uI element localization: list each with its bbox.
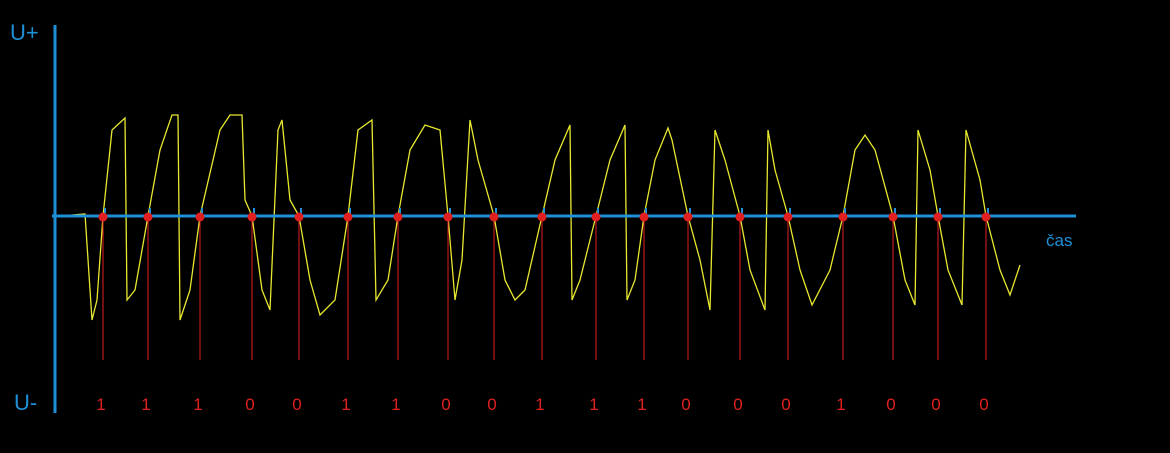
bit-label: 0: [292, 395, 301, 414]
crossing-dot: [888, 212, 898, 222]
bit-label: 1: [637, 395, 646, 414]
bit-label: 0: [931, 395, 940, 414]
bit-label: 1: [96, 395, 105, 414]
crossing-dot: [195, 212, 205, 222]
bit-markers: 1 1 1 0 0 1 1 0 0 1 1 1 0 0 0 1 0 0 0: [96, 208, 991, 414]
crossing-dot: [981, 212, 991, 222]
label-u-minus: U-: [14, 390, 37, 415]
bit-label: 0: [733, 395, 742, 414]
crossing-dot: [98, 212, 108, 222]
bit-label: 1: [341, 395, 350, 414]
crossing-dot: [933, 212, 943, 222]
crossing-dot: [247, 212, 257, 222]
crossing-dot: [343, 212, 353, 222]
crossing-dot: [489, 212, 499, 222]
label-u-plus: U+: [10, 20, 39, 45]
crossing-dot: [639, 212, 649, 222]
bit-label: 1: [193, 395, 202, 414]
bit-label: 1: [836, 395, 845, 414]
bit-label: 0: [979, 395, 988, 414]
bit-label: 1: [141, 395, 150, 414]
crossing-dot: [591, 212, 601, 222]
crossing-dot: [393, 212, 403, 222]
bit-label: 0: [441, 395, 450, 414]
crossing-dot: [838, 212, 848, 222]
bit-label: 1: [535, 395, 544, 414]
label-time: čas: [1046, 231, 1072, 250]
crossing-dot: [783, 212, 793, 222]
bit-label: 0: [245, 395, 254, 414]
bit-label: 0: [781, 395, 790, 414]
crossing-dot: [143, 212, 153, 222]
crossing-dot: [683, 212, 693, 222]
crossing-dot: [735, 212, 745, 222]
bit-label: 0: [886, 395, 895, 414]
bit-label: 1: [391, 395, 400, 414]
bit-label: 0: [487, 395, 496, 414]
crossing-dot: [537, 212, 547, 222]
bit-label: 1: [589, 395, 598, 414]
signal-waveform: [59, 114, 1021, 321]
crossing-dot: [294, 212, 304, 222]
bit-label: 0: [681, 395, 690, 414]
crossing-dot: [443, 212, 453, 222]
